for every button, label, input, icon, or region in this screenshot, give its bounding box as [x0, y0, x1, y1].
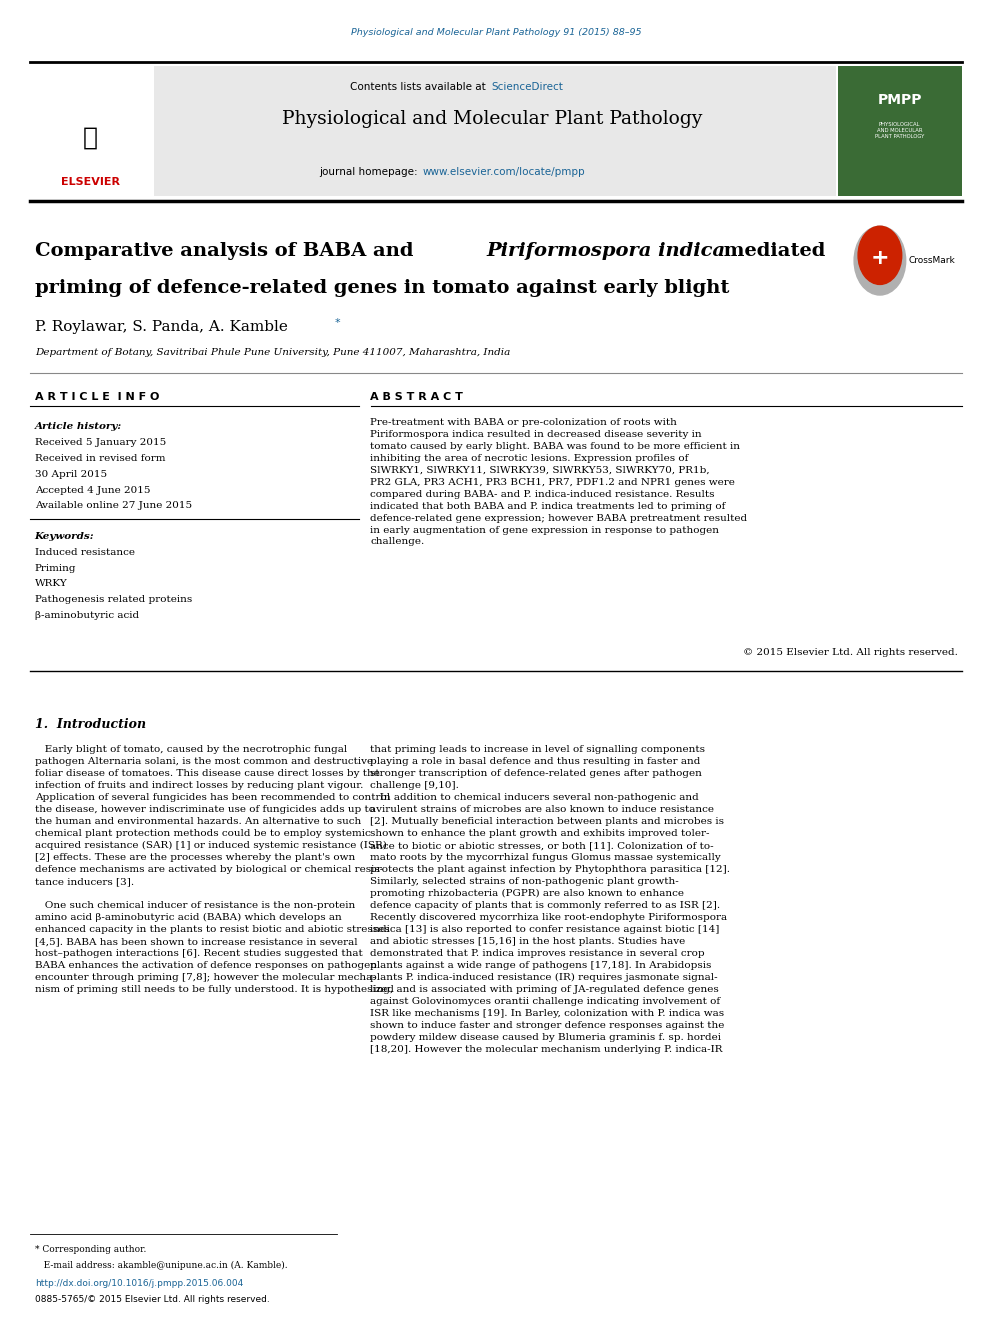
Text: Received in revised form: Received in revised form [35, 454, 166, 463]
Text: www.elsevier.com/locate/pmpp: www.elsevier.com/locate/pmpp [423, 167, 585, 177]
Text: Pathogenesis related proteins: Pathogenesis related proteins [35, 595, 192, 605]
Text: Accepted 4 June 2015: Accepted 4 June 2015 [35, 486, 150, 495]
Text: CrossMark: CrossMark [909, 257, 955, 265]
Text: Article history:: Article history: [35, 422, 122, 431]
Text: Induced resistance: Induced resistance [35, 548, 135, 557]
Text: Physiological and Molecular Plant Pathology 91 (2015) 88–95: Physiological and Molecular Plant Pathol… [351, 28, 641, 37]
Text: journal homepage:: journal homepage: [318, 167, 421, 177]
Text: Received 5 January 2015: Received 5 January 2015 [35, 438, 166, 447]
Text: mediated: mediated [717, 242, 825, 261]
Circle shape [858, 226, 902, 284]
Text: 0885-5765/© 2015 Elsevier Ltd. All rights reserved.: 0885-5765/© 2015 Elsevier Ltd. All right… [35, 1295, 270, 1304]
Text: Contents lists available at: Contents lists available at [350, 82, 489, 93]
Text: A B S T R A C T: A B S T R A C T [370, 392, 463, 402]
Text: Physiological and Molecular Plant Pathology: Physiological and Molecular Plant Pathol… [282, 110, 702, 128]
Text: A R T I C L E  I N F O: A R T I C L E I N F O [35, 392, 159, 402]
Text: Keywords:: Keywords: [35, 532, 94, 541]
Text: β-aminobutyric acid: β-aminobutyric acid [35, 611, 139, 620]
Text: Pre-treatment with BABA or pre-colonization of roots with
Piriformospora indica : Pre-treatment with BABA or pre-colonizat… [370, 418, 747, 546]
Text: http://dx.doi.org/10.1016/j.pmpp.2015.06.004: http://dx.doi.org/10.1016/j.pmpp.2015.06… [35, 1279, 243, 1289]
FancyBboxPatch shape [30, 66, 152, 196]
Text: Priming: Priming [35, 564, 76, 573]
Text: PHYSIOLOGICAL
AND MOLECULAR
PLANT PATHOLOGY: PHYSIOLOGICAL AND MOLECULAR PLANT PATHOL… [875, 122, 925, 139]
Text: WRKY: WRKY [35, 579, 67, 589]
Text: 1.  Introduction: 1. Introduction [35, 718, 146, 732]
FancyBboxPatch shape [838, 66, 962, 196]
Text: Available online 27 June 2015: Available online 27 June 2015 [35, 501, 191, 511]
Circle shape [854, 226, 906, 295]
Text: E-mail address: akamble@unipune.ac.in (A. Kamble).: E-mail address: akamble@unipune.ac.in (A… [35, 1261, 288, 1270]
Text: * Corresponding author.: * Corresponding author. [35, 1245, 146, 1254]
Text: 🌿: 🌿 [82, 126, 98, 149]
Text: ScienceDirect: ScienceDirect [491, 82, 562, 93]
FancyBboxPatch shape [154, 66, 836, 196]
Text: that priming leads to increase in level of signalling components
playing a role : that priming leads to increase in level … [370, 745, 730, 1054]
Text: Early blight of tomato, caused by the necrotrophic fungal
pathogen Alternaria so: Early blight of tomato, caused by the ne… [35, 745, 394, 995]
Text: Department of Botany, Savitribai Phule Pune University, Pune 411007, Maharashtra: Department of Botany, Savitribai Phule P… [35, 348, 510, 357]
Text: Piriformospora indica: Piriformospora indica [486, 242, 725, 261]
Text: PMPP: PMPP [878, 93, 922, 107]
Text: *: * [334, 318, 340, 328]
Text: ELSEVIER: ELSEVIER [61, 177, 120, 188]
Text: +: + [871, 247, 889, 269]
Text: Comparative analysis of BABA and: Comparative analysis of BABA and [35, 242, 420, 261]
Text: 30 April 2015: 30 April 2015 [35, 470, 107, 479]
Text: priming of defence-related genes in tomato against early blight: priming of defence-related genes in toma… [35, 279, 729, 298]
Text: © 2015 Elsevier Ltd. All rights reserved.: © 2015 Elsevier Ltd. All rights reserved… [743, 648, 958, 658]
Text: P. Roylawar, S. Panda, A. Kamble: P. Roylawar, S. Panda, A. Kamble [35, 320, 288, 335]
